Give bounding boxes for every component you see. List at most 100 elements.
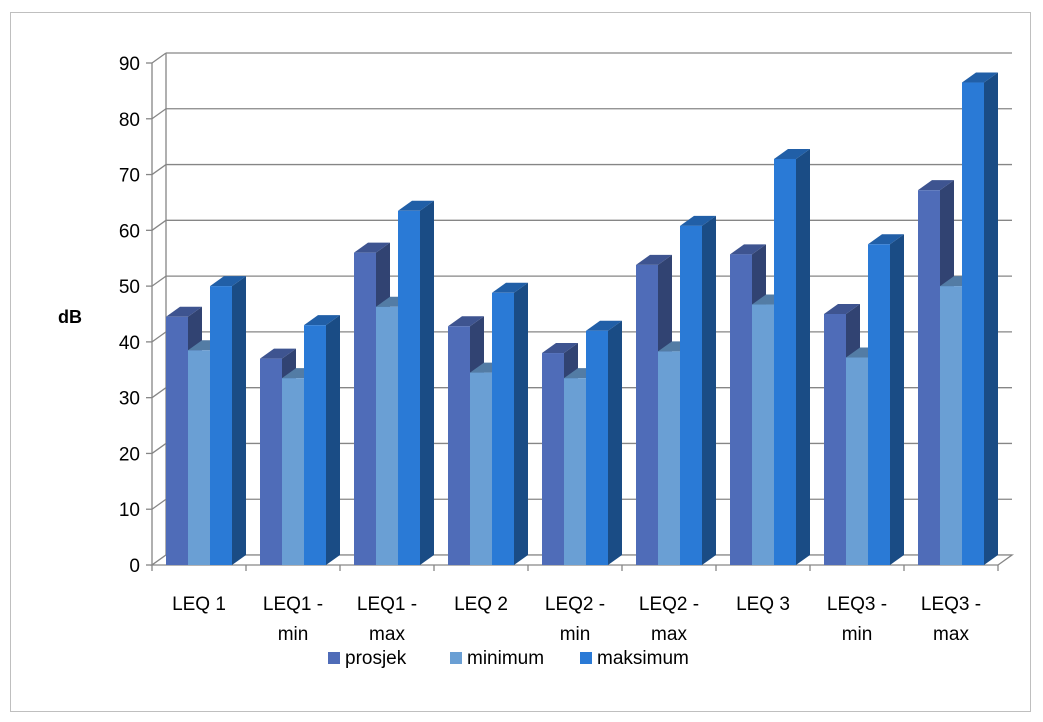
legend-item-maksimum: maksimum — [580, 648, 689, 669]
bar-top — [492, 282, 528, 293]
bar-side — [232, 276, 246, 565]
gridline-side — [151, 108, 167, 120]
bar-maksimum-5 — [680, 215, 716, 566]
bar-front — [658, 351, 680, 565]
bar-front — [730, 254, 752, 565]
y-tick-label: 80 — [119, 110, 140, 131]
gridline-side — [151, 498, 167, 510]
bar-front — [940, 286, 962, 565]
bar-top — [354, 242, 390, 253]
legend-label: minimum — [467, 648, 544, 669]
bar-front — [304, 325, 326, 565]
x-tick-label: LEQ 1 — [172, 594, 226, 615]
bar-front — [824, 314, 846, 565]
bar-front — [564, 378, 586, 565]
bar-front — [260, 358, 282, 565]
bar-top — [636, 254, 672, 265]
bar-maksimum-8 — [962, 72, 998, 566]
bar-top — [868, 234, 904, 245]
y-tick-label: 40 — [119, 333, 140, 354]
bar-front — [752, 304, 774, 565]
bar-side — [326, 315, 340, 565]
bar-front — [210, 286, 232, 565]
bar-top — [542, 343, 578, 354]
gridline-side — [151, 219, 167, 231]
y-tick-label: 10 — [119, 500, 140, 521]
bar-top — [304, 315, 340, 326]
label-layer: 0 10 20 30 40 50 60 70 80 90 LEQ 1 LEQ1 -min LEQ1 -m… — [119, 54, 981, 645]
bar-side — [796, 148, 810, 565]
bar-top — [962, 72, 998, 83]
y-tick-label: 70 — [119, 166, 140, 187]
bar-top — [824, 304, 860, 314]
x-tick-label: LEQ3 -min — [827, 594, 887, 645]
bar-top — [260, 348, 296, 359]
bar-front — [376, 306, 398, 565]
bar-front — [282, 378, 304, 565]
bar-top — [774, 148, 810, 159]
legend-item-prosjek: prosjek — [328, 648, 407, 669]
bar-top — [210, 276, 246, 287]
bar-front — [636, 264, 658, 565]
x-tick-label: LEQ 2 — [454, 594, 508, 615]
legend-swatch — [450, 652, 462, 664]
gridline-side — [151, 442, 167, 454]
bar-front — [354, 252, 376, 565]
bar-side — [608, 320, 622, 565]
bar-top — [586, 320, 622, 331]
bar-maksimum-0 — [210, 276, 246, 565]
bar-top — [398, 200, 434, 211]
y-tick-label: 0 — [129, 556, 140, 577]
bar-maksimum-4 — [586, 320, 622, 565]
legend-label: prosjek — [345, 648, 407, 669]
y-axis-title: dB — [58, 307, 82, 327]
y-tick-label: 90 — [119, 54, 140, 75]
bar-front — [774, 158, 796, 565]
y-tick-label: 50 — [119, 277, 140, 298]
bar-front — [448, 326, 470, 565]
bar-maksimum-3 — [492, 282, 528, 565]
x-tick-label: LEQ1 -max — [357, 594, 417, 645]
bar-side — [890, 234, 904, 565]
x-tick-label: LEQ2 -max — [639, 594, 699, 645]
gridline-side — [151, 387, 167, 399]
x-tick-label: LEQ1 -min — [263, 594, 323, 645]
gridline-side — [151, 275, 167, 287]
bar-top — [166, 306, 202, 317]
bar-front — [166, 316, 188, 565]
bar-side — [984, 72, 998, 566]
legend: prosjek minimum maksimum — [328, 648, 689, 669]
bar-front — [846, 357, 868, 565]
gridline-side — [151, 164, 167, 176]
bar-front — [868, 244, 890, 565]
bar-top — [918, 180, 954, 191]
x-tick-label: LEQ 3 — [736, 594, 790, 615]
legend-swatch — [328, 652, 340, 664]
bar-side — [420, 200, 434, 566]
bar-layer — [166, 72, 998, 566]
y-tick-label: 20 — [119, 444, 140, 465]
bar-front — [398, 210, 420, 566]
bar-top — [680, 215, 716, 226]
legend-swatch — [580, 652, 592, 664]
legend-item-minimum: minimum — [450, 648, 544, 669]
legend-label: maksimum — [597, 648, 689, 669]
bar-maksimum-6 — [774, 148, 810, 565]
bar-front — [962, 82, 984, 566]
y-tick-label: 60 — [119, 221, 140, 242]
x-tick-label: LEQ2 -min — [545, 594, 605, 645]
bar-top — [730, 244, 766, 255]
gridline-side — [151, 52, 167, 64]
bar-front — [542, 353, 564, 565]
bar-front — [586, 330, 608, 565]
gridline-side — [151, 331, 167, 343]
bar-front — [470, 372, 492, 565]
bar-top — [448, 316, 484, 327]
bar-maksimum-1 — [304, 315, 340, 565]
bar-front — [918, 190, 940, 565]
bar-front — [680, 225, 702, 566]
y-tick-label: 30 — [119, 389, 140, 410]
x-tick-label: LEQ3 -max — [921, 594, 981, 645]
bar-side — [702, 215, 716, 566]
